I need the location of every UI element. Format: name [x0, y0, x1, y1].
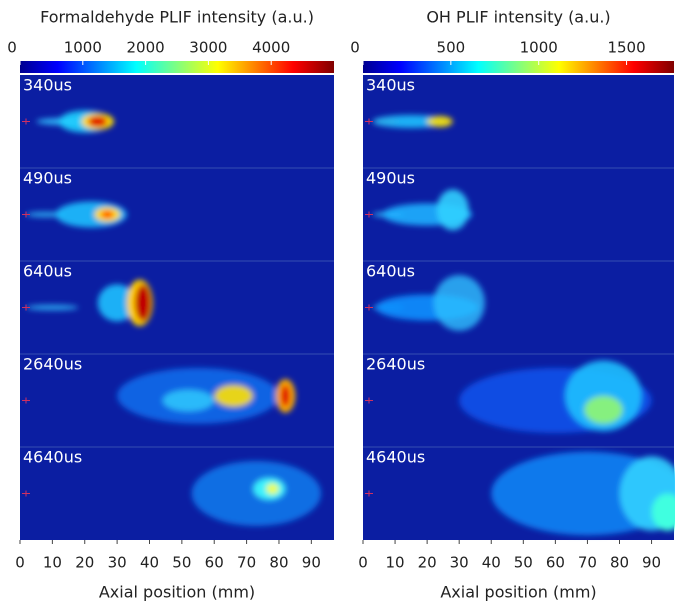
plif-signal: [134, 284, 152, 322]
colorbar-tick-label: 0: [7, 39, 17, 57]
plif-signal: [266, 483, 279, 495]
x-tick-label: 40: [482, 554, 501, 572]
time-label: 490us: [366, 169, 415, 188]
colorbar-tick-label: 500: [437, 39, 466, 57]
time-label: 4640us: [23, 448, 82, 467]
x-tick-label: 70: [237, 554, 256, 572]
x-tick-label: 50: [172, 554, 191, 572]
x-tick-label: 60: [205, 554, 224, 572]
plif-image: [117, 367, 296, 424]
time-label: 2640us: [366, 355, 425, 374]
plif-signal: [87, 115, 108, 128]
nozzle-marker: [22, 397, 30, 404]
x-tick-label: 50: [514, 554, 533, 572]
panel-title: Formaldehyde PLIF intensity (a.u.): [40, 8, 314, 27]
nozzle-marker: [22, 211, 30, 218]
time-label: 640us: [366, 262, 415, 281]
nozzle-marker: [22, 304, 30, 311]
colorbar-tick-label: 1000: [520, 39, 558, 57]
plif-image: [26, 201, 127, 228]
time-label: 4640us: [366, 448, 425, 467]
x-tick-label: 10: [386, 554, 405, 572]
plif-signal: [427, 115, 453, 128]
colorbar-tick-label: 3000: [189, 39, 227, 57]
x-tick-label: 0: [358, 554, 368, 572]
x-tick-label: 30: [450, 554, 469, 572]
plif-image: [459, 360, 652, 434]
x-tick-label: 40: [140, 554, 159, 572]
time-label: 340us: [23, 76, 72, 95]
plif-image: [491, 451, 675, 536]
x-tick-label: 70: [578, 554, 597, 572]
x-tick-label: 20: [75, 554, 94, 572]
plif-image: [372, 114, 453, 129]
nozzle-marker: [365, 397, 373, 404]
nozzle-marker: [365, 304, 373, 311]
colorbar-tick-label: 2000: [127, 39, 165, 57]
plif-image: [191, 460, 322, 527]
plif-signal: [651, 493, 675, 531]
x-tick-label: 0: [15, 554, 25, 572]
plif-image: [372, 274, 485, 331]
nozzle-marker: [365, 490, 373, 497]
plif-signal: [214, 384, 254, 408]
x-tick-label: 10: [43, 554, 62, 572]
x-tick-label: 90: [302, 554, 321, 572]
nozzle-marker: [22, 118, 30, 125]
x-axis-label: Axial position (mm): [440, 583, 596, 602]
colorbar: [363, 61, 674, 73]
nozzle-marker: [365, 118, 373, 125]
plif-signal: [280, 384, 291, 408]
plif-signal: [97, 284, 137, 322]
plif-image: [372, 189, 473, 231]
time-label: 2640us: [23, 355, 82, 374]
x-tick-label: 90: [642, 554, 661, 572]
plif-signal: [26, 304, 79, 311]
plif-signal: [162, 389, 215, 412]
time-label: 640us: [23, 262, 72, 281]
x-tick-label: 30: [108, 554, 127, 572]
nozzle-marker: [365, 211, 373, 218]
x-tick-label: 20: [418, 554, 437, 572]
nozzle-marker: [22, 490, 30, 497]
panel-title: OH PLIF intensity (a.u.): [426, 8, 610, 27]
plif-signal: [436, 189, 469, 231]
x-tick-label: 60: [546, 554, 565, 572]
plif-signal: [433, 274, 485, 331]
time-label: 490us: [23, 169, 72, 188]
colorbar-tick-label: 1000: [64, 39, 102, 57]
plif-signal: [100, 210, 114, 219]
plif-signal: [26, 211, 66, 218]
colorbar: [20, 61, 334, 73]
plif-image: [26, 279, 153, 327]
colorbar-tick-label: 1500: [607, 39, 645, 57]
time-label: 340us: [366, 76, 415, 95]
x-tick-label: 80: [269, 554, 288, 572]
x-tick-label: 80: [610, 554, 629, 572]
x-axis-label: Axial position (mm): [99, 583, 255, 602]
plif-signal: [584, 395, 623, 424]
colorbar-tick-label: 4000: [252, 39, 290, 57]
plif-image: [36, 110, 114, 133]
colorbar-tick-label: 0: [350, 39, 360, 57]
